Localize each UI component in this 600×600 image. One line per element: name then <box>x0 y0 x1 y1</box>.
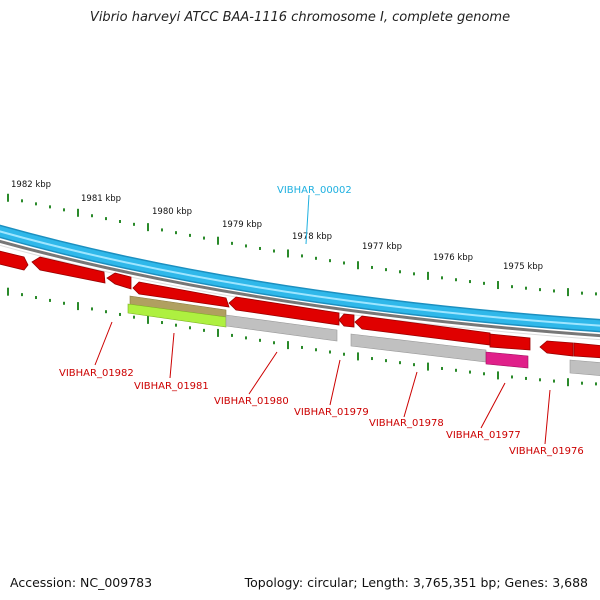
gene-label[interactable]: VIBHAR_01977 <box>446 430 521 441</box>
feature-bars[interactable] <box>127 295 600 376</box>
gene-label[interactable]: VIBHAR_01978 <box>369 418 444 429</box>
ruler-ticks-inner <box>7 287 597 387</box>
ruler-ticks-outer <box>7 193 597 297</box>
topology-text: Topology: circular; Length: 3,765,351 bp… <box>244 575 588 590</box>
kbp-label: 1982 kbp <box>11 180 51 190</box>
gene-label[interactable]: VIBHAR_01979 <box>294 407 369 418</box>
gene-label[interactable]: VIBHAR_01980 <box>214 396 289 407</box>
gene-label[interactable]: VIBHAR_01982 <box>59 368 134 379</box>
ruler-labels: 1982 kbp 1981 kbp 1980 kbp 1979 kbp 1978… <box>11 180 543 272</box>
accession-text: Accession: NC_009783 <box>10 575 153 590</box>
gene-label[interactable]: VIBHAR_01981 <box>134 381 209 392</box>
kbp-label: 1977 kbp <box>362 242 402 252</box>
gene-track-cyan[interactable] <box>0 224 600 333</box>
label-leaders <box>94 194 551 445</box>
kbp-label: 1980 kbp <box>152 207 192 217</box>
kbp-label: 1978 kbp <box>292 232 332 242</box>
gene-labels: VIBHAR_00002 VIBHAR_01982 VIBHAR_01981 V… <box>59 185 584 457</box>
gene-label[interactable]: VIBHAR_00002 <box>277 185 352 196</box>
kbp-label: 1976 kbp <box>433 253 473 263</box>
gene-arrows-red[interactable] <box>0 250 600 359</box>
map-title: Vibrio harveyi ATCC BAA-1116 chromosome … <box>89 10 511 25</box>
kbp-label: 1975 kbp <box>503 262 543 272</box>
kbp-label: 1981 kbp <box>81 194 121 204</box>
gene-label[interactable]: VIBHAR_01976 <box>509 446 584 457</box>
kbp-label: 1979 kbp <box>222 220 262 230</box>
